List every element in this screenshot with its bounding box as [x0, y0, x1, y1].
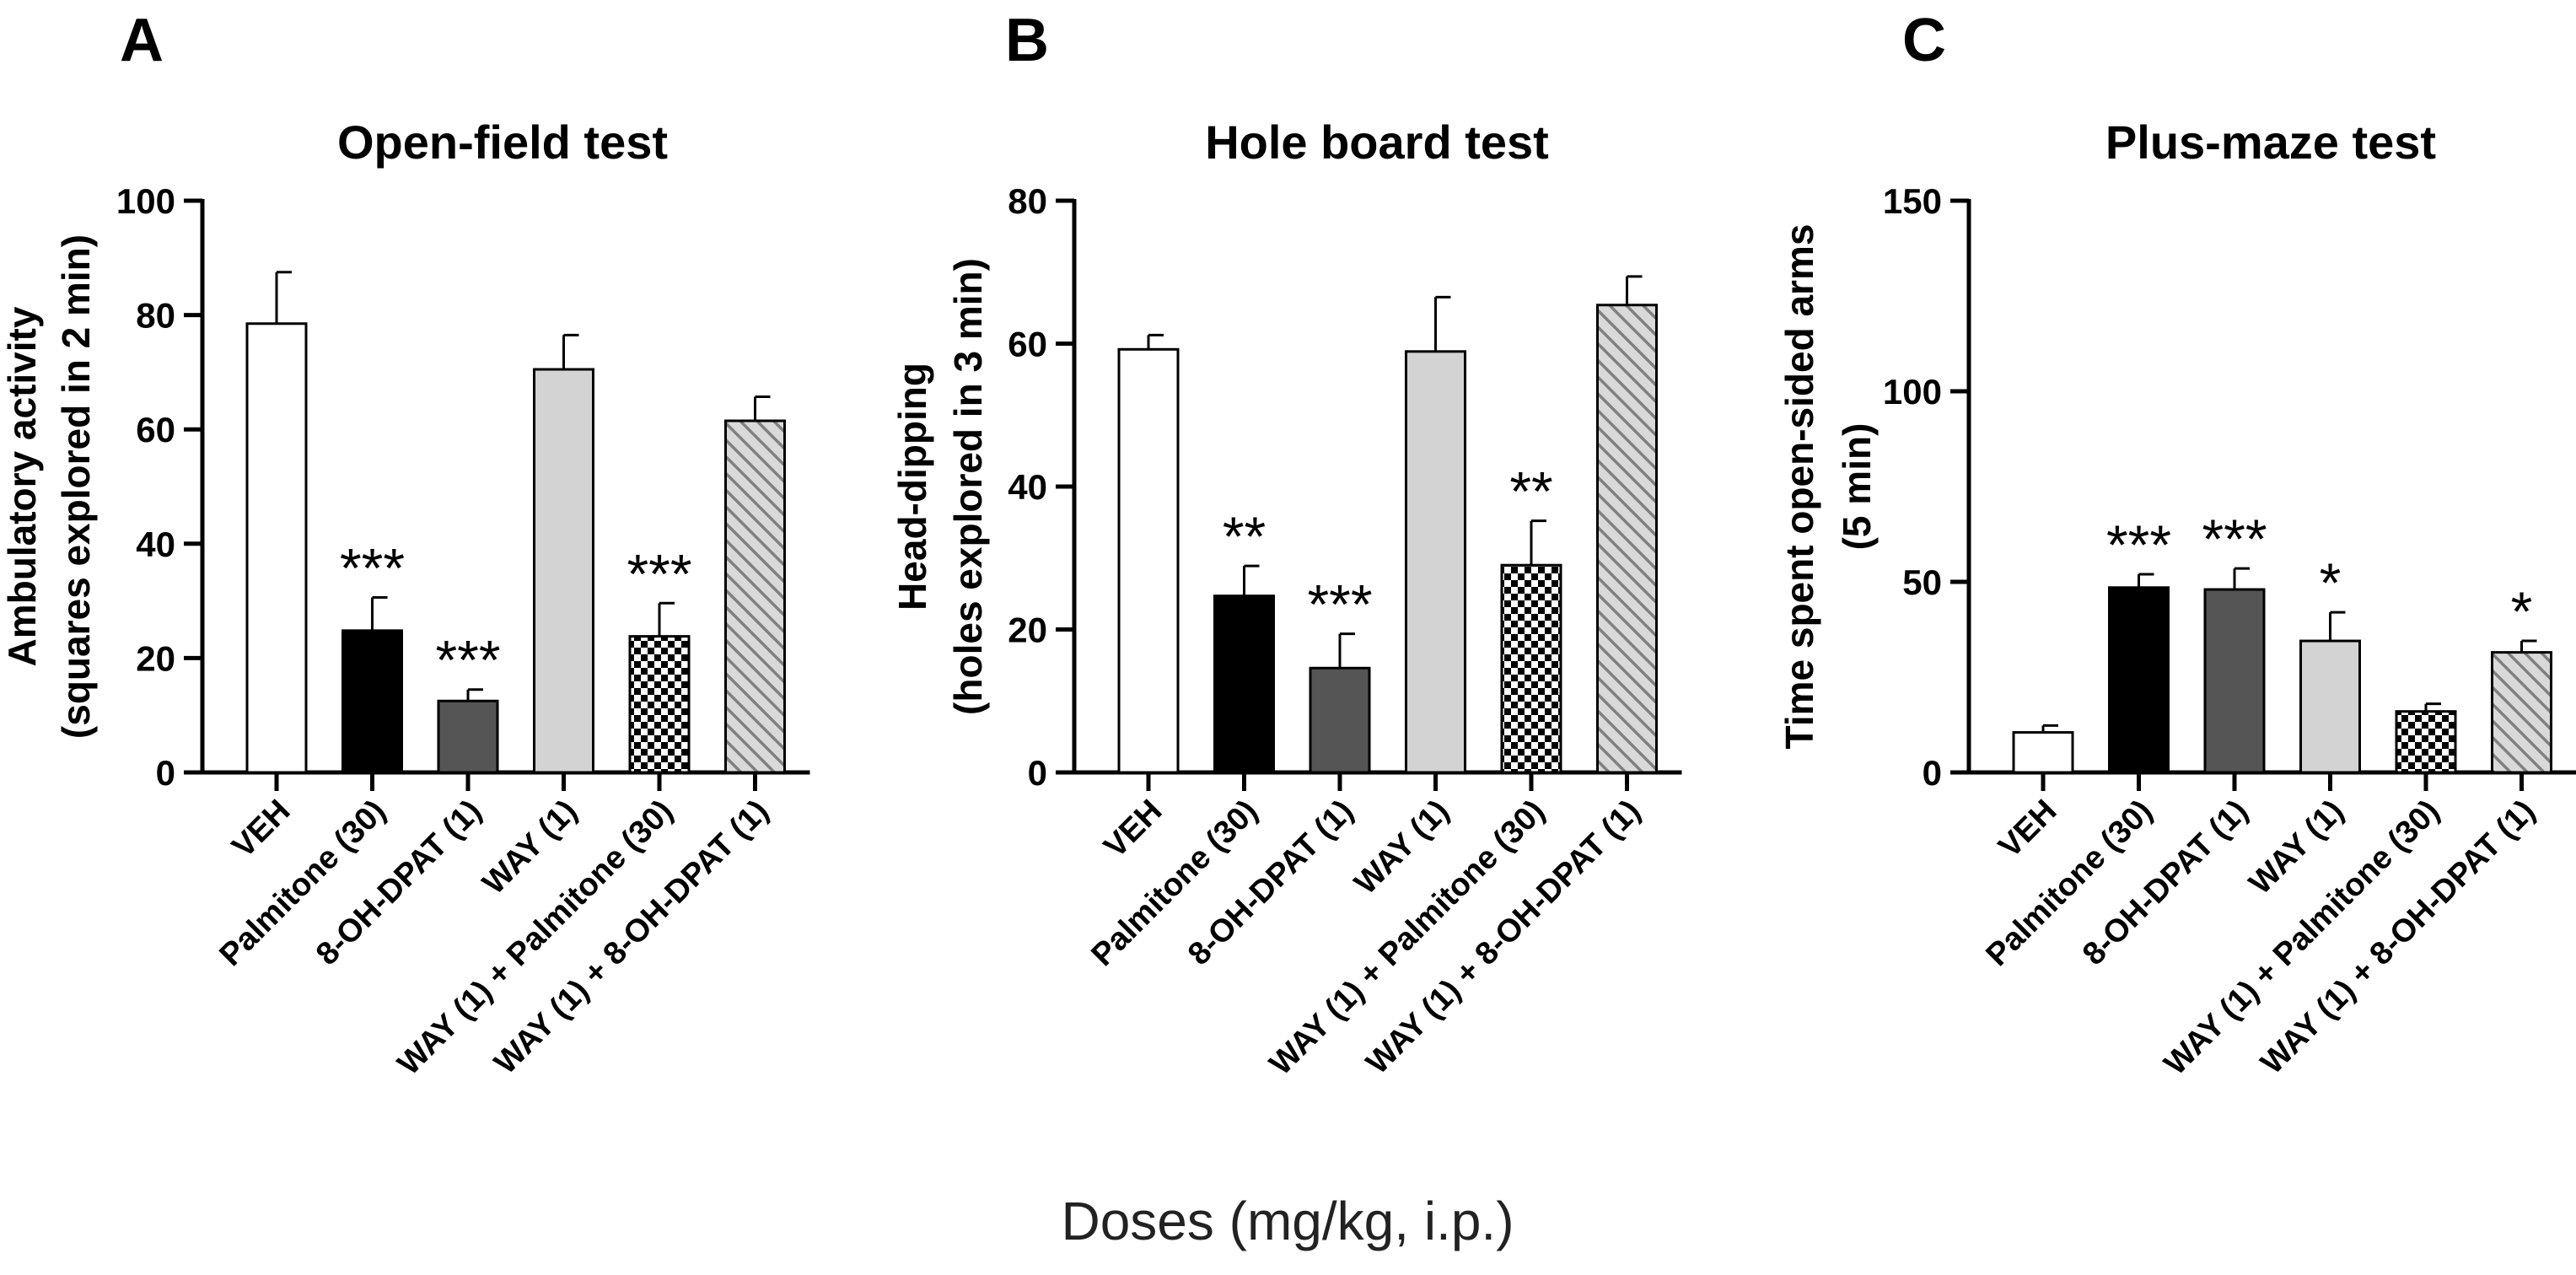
panels-layer: A Open-field test Ambulatory activity (squa… — [0, 7, 2576, 1082]
x-tick-label-b-8-oh-dpat-1: 8-OH-DPAT (1) — [1181, 794, 1360, 972]
bar-c-8-oh-dpat-1 — [2203, 588, 2266, 774]
bar-b-8-oh-dpat-1 — [1309, 666, 1371, 774]
chart-title-b: Hole board test — [1205, 116, 1549, 169]
chart-title-c: Plus-maze test — [2105, 116, 2436, 169]
y-axis-label-c-line-1: Time spent open-sided arms — [1777, 224, 1821, 750]
significance-b-8-oh-dpat-1: *** — [1307, 573, 1372, 636]
y-tick-label-b-0: 0 — [1028, 753, 1047, 793]
y-tick-label-a-0: 0 — [156, 753, 175, 793]
x-tick-label-b-palmitone-30: Palmitone (30) — [1085, 794, 1265, 973]
bar-a-palmitone-30 — [341, 629, 403, 774]
bar-c-way-1-8-oh-dpat-1 — [2491, 651, 2552, 774]
bar-c-way-1-palmitone-30 — [2395, 710, 2457, 774]
significance-c-8-oh-dpat-1: *** — [2202, 508, 2267, 570]
y-tick-label-b-4: 80 — [1008, 181, 1047, 221]
y-tick-label-c-0: 0 — [1923, 753, 1942, 793]
x-tick-label-c-palmitone-30: Palmitone (30) — [1980, 794, 2159, 973]
significance-c-way-1: * — [2320, 551, 2342, 614]
bar-a-8-oh-dpat-1 — [437, 699, 499, 774]
x-tick-label-b-veh: VEH — [1097, 794, 1169, 865]
bar-b-veh — [1117, 347, 1180, 774]
panel-c: C Plus-maze test Time spent open-sided arm… — [1777, 7, 2576, 1082]
y-tick-label-a-4: 80 — [136, 296, 175, 336]
bar-a-veh — [245, 322, 308, 774]
chart-title-a: Open-field test — [337, 116, 668, 169]
bar-b-way-1-8-oh-dpat-1 — [1596, 304, 1658, 774]
x-tick-label-a-veh: VEH — [225, 794, 297, 865]
x-tick-label-a-8-oh-dpat-1: 8-OH-DPAT (1) — [309, 794, 488, 972]
panel-letter-b: B — [1005, 7, 1049, 74]
y-tick-label-b-1: 20 — [1008, 611, 1047, 650]
bar-b-palmitone-30 — [1213, 594, 1275, 774]
bar-b-way-1-palmitone-30 — [1500, 563, 1562, 774]
y-tick-label-c-2: 100 — [1883, 372, 1942, 412]
panel-a: A Open-field test Ambulatory activity (squa… — [0, 7, 810, 1082]
bar-a-way-1-palmitone-30 — [628, 635, 691, 774]
y-axis-label-c-line-2: (5 min) — [1835, 423, 1879, 551]
panel-letter-a: A — [120, 7, 164, 74]
shared-x-axis-label: Doses (mg/kg, i.p.) — [1061, 1191, 1514, 1251]
panel-letter-c: C — [1902, 7, 1946, 74]
significance-a-8-oh-dpat-1: *** — [435, 629, 500, 691]
y-axis-label-b-line-2: (holes explored in 3 min) — [946, 258, 990, 715]
bar-b-way-1 — [1405, 350, 1466, 774]
x-tick-label-c-8-oh-dpat-1: 8-OH-DPAT (1) — [2076, 794, 2255, 972]
bar-a-way-1 — [533, 368, 594, 774]
significance-b-way-1-palmitone-30: ** — [1509, 460, 1552, 523]
y-tick-label-a-5: 100 — [116, 181, 175, 221]
significance-c-way-1-8-oh-dpat-1: * — [2511, 580, 2533, 643]
x-tick-label-a-palmitone-30: Palmitone (30) — [213, 794, 393, 973]
y-tick-label-c-1: 50 — [1902, 562, 1942, 602]
y-tick-label-b-3: 60 — [1008, 325, 1047, 364]
y-axis-label-a-line-2: (squares explored in 2 min) — [54, 234, 98, 739]
y-tick-label-a-1: 20 — [136, 638, 175, 678]
y-tick-label-a-3: 60 — [136, 410, 175, 449]
bar-c-veh — [2012, 731, 2074, 774]
panel-b: B Hole board test Head-dipping (holes explo… — [890, 7, 1682, 1082]
significance-c-palmitone-30: *** — [2106, 514, 2171, 576]
significance-a-way-1-palmitone-30: *** — [627, 542, 691, 605]
y-axis-label-a-line-1: Ambulatory activity — [0, 306, 44, 666]
bar-a-way-1-8-oh-dpat-1 — [724, 419, 786, 774]
bar-c-way-1 — [2299, 639, 2361, 774]
y-tick-label-b-2: 40 — [1008, 467, 1047, 507]
significance-b-palmitone-30: ** — [1223, 505, 1266, 568]
y-tick-label-c-3: 150 — [1883, 181, 1942, 221]
y-axis-label-b-line-1: Head-dipping — [890, 363, 934, 611]
bar-c-palmitone-30 — [2108, 586, 2170, 774]
y-tick-label-a-2: 40 — [136, 525, 175, 564]
x-tick-label-c-veh: VEH — [1992, 794, 2063, 865]
significance-a-palmitone-30: *** — [340, 537, 405, 600]
